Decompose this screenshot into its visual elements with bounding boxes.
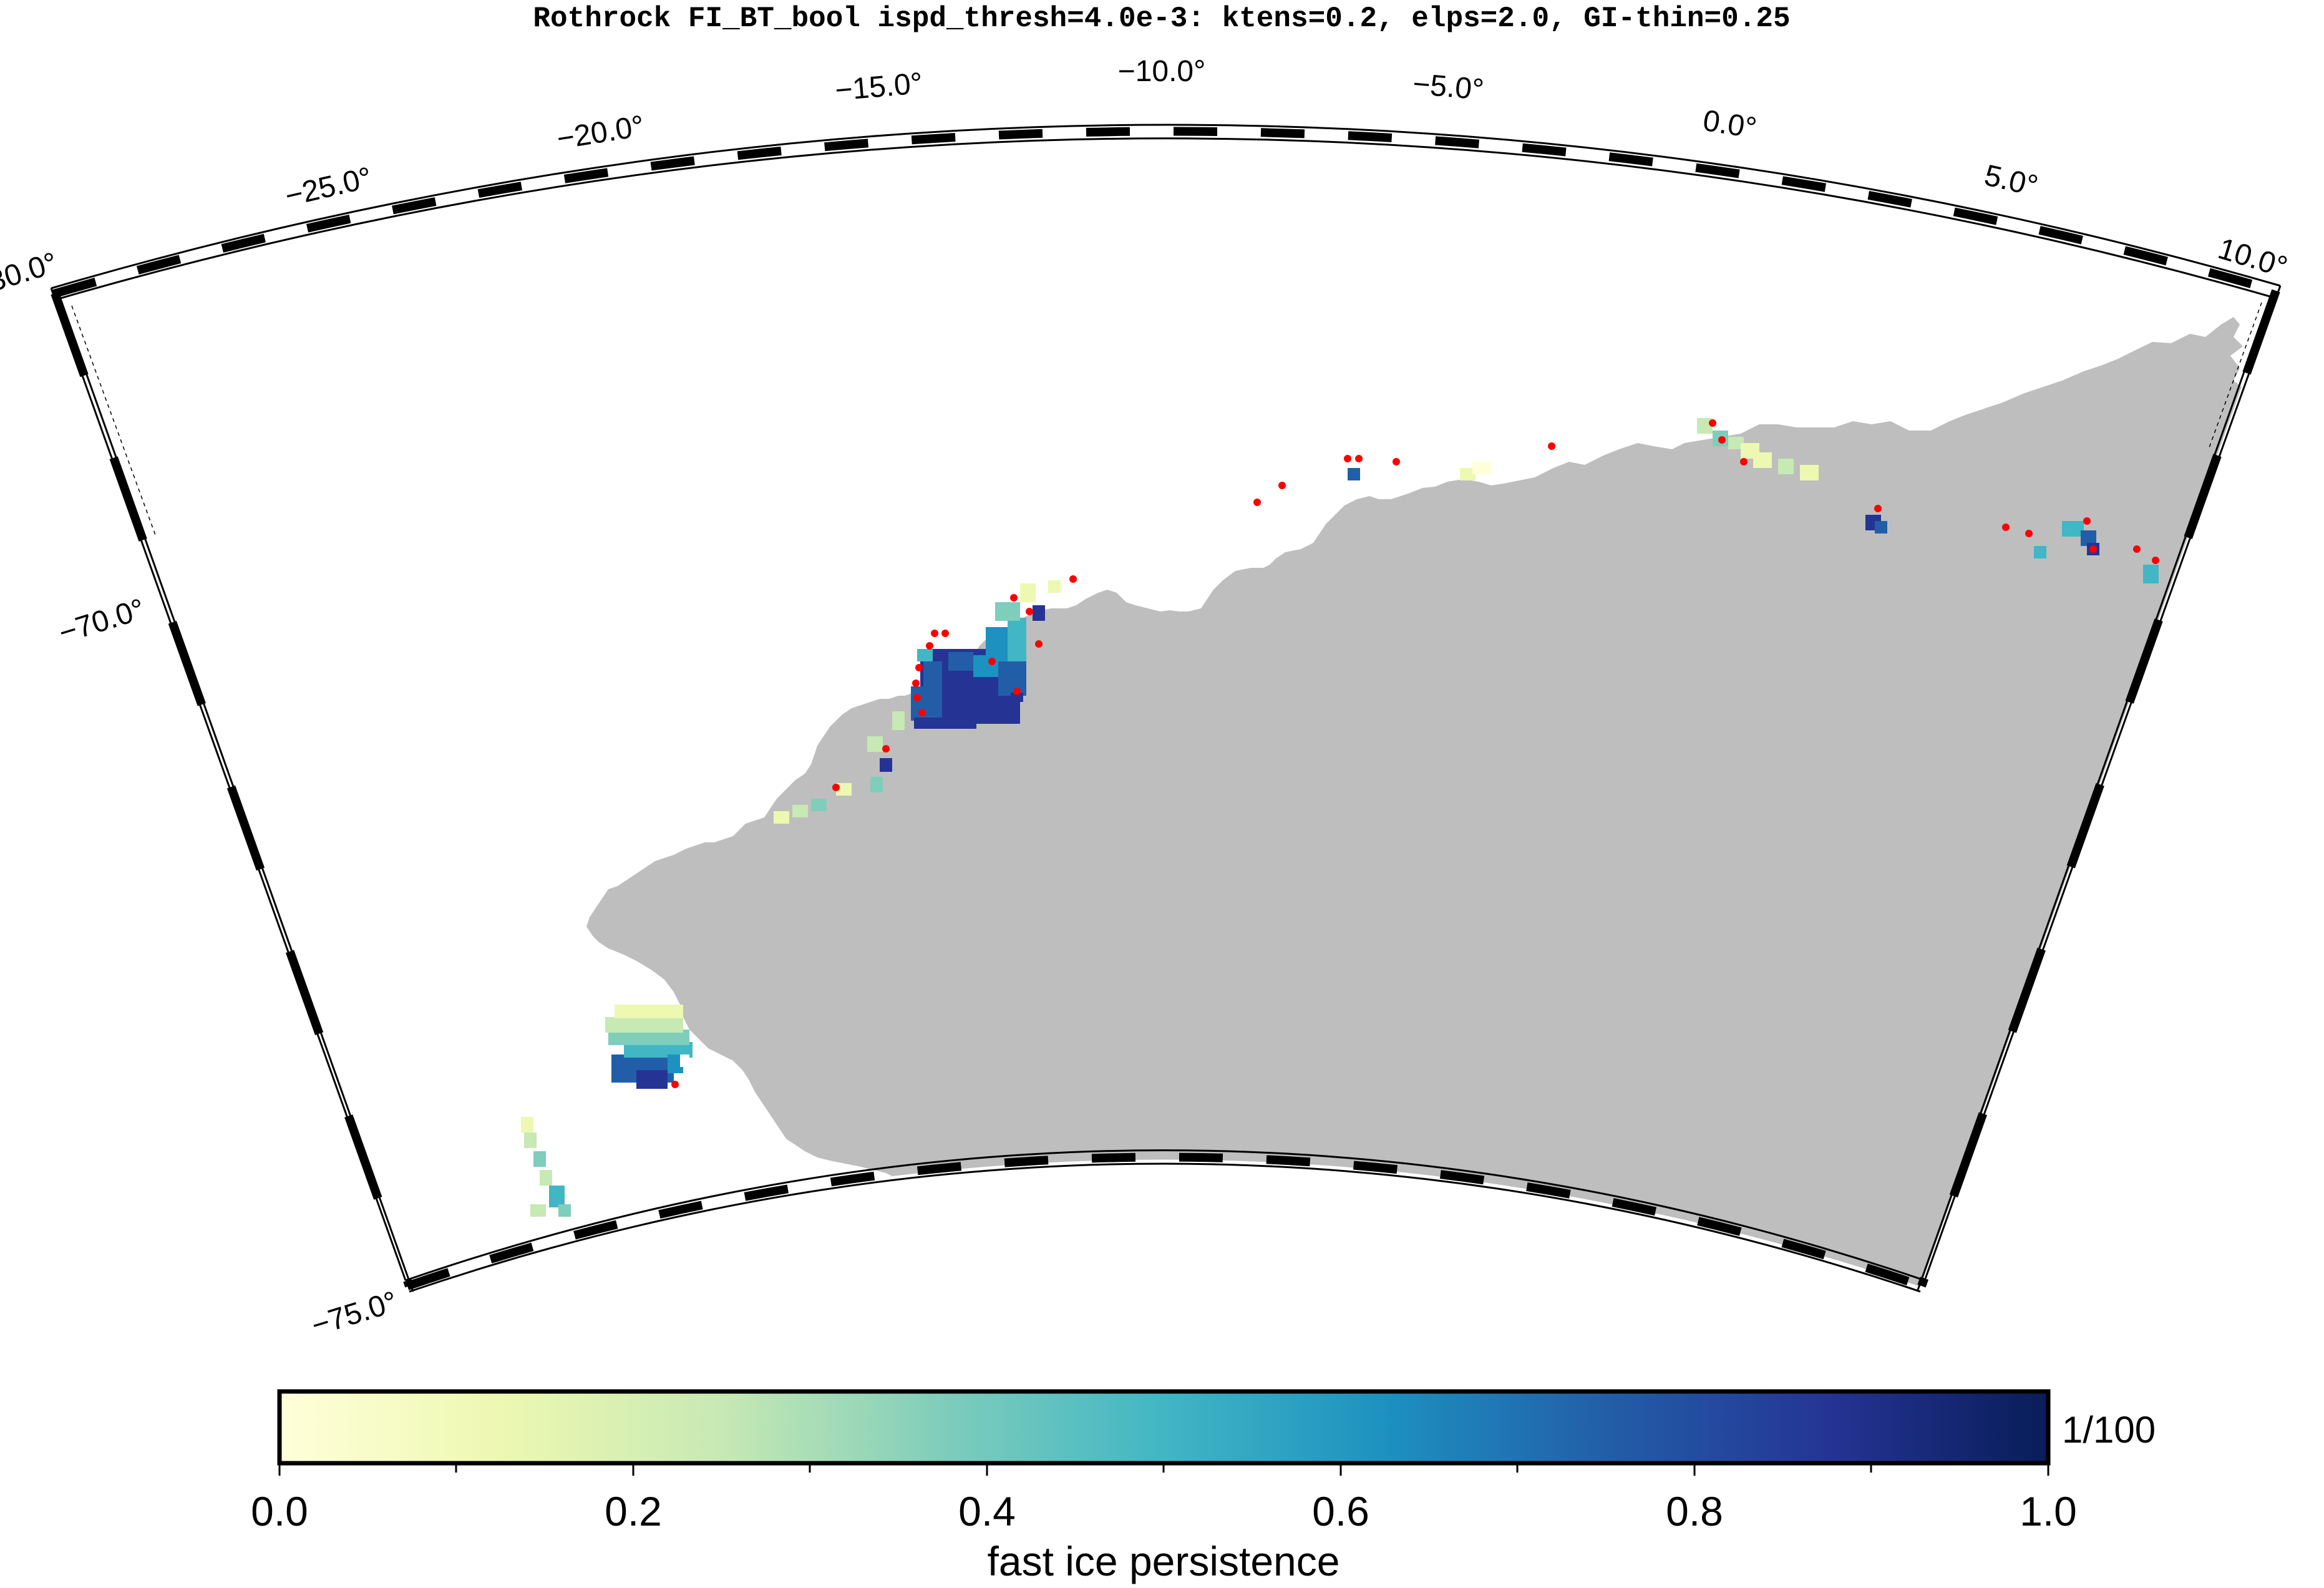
map-title: Rothrock FI_BT_bool ispd_thresh=4.0e-3: … bbox=[533, 2, 1790, 35]
colorbar-label: fast ice persistence bbox=[988, 1538, 1340, 1584]
lon-label-m25: −25.0° bbox=[282, 161, 375, 213]
lon-label-m15: −15.0° bbox=[834, 67, 924, 107]
colorbar-tick-5: 1.0 bbox=[2020, 1488, 2077, 1534]
colorbar-gradient bbox=[277, 1389, 2051, 1466]
fast-ice-cells bbox=[521, 418, 2159, 1217]
lon-label-5: 5.0° bbox=[1981, 158, 2041, 203]
lon-label-m5: −5.0° bbox=[1411, 67, 1485, 107]
colorbar-ticks bbox=[278, 1463, 2049, 1476]
colorbar: 0.0 0.2 0.4 0.6 0.8 1.0 1/100 fast ice p… bbox=[251, 1389, 2156, 1584]
colorbar-tick-4: 0.8 bbox=[1666, 1488, 1723, 1534]
lon-label-m10: −10.0° bbox=[1118, 55, 1206, 88]
iceberg-markers bbox=[671, 419, 2159, 1088]
map-frame bbox=[50, 124, 2282, 1293]
colorbar-tick-3: 0.6 bbox=[1312, 1488, 1369, 1534]
lat-label-m75: −75.0° bbox=[308, 1285, 401, 1343]
lon-label-0: 0.0° bbox=[1701, 104, 1759, 145]
colorbar-unit: 1/100 bbox=[2062, 1409, 2156, 1451]
colorbar-tick-1: 0.2 bbox=[605, 1488, 662, 1534]
colorbar-tick-2: 0.4 bbox=[958, 1488, 1016, 1534]
colorbar-tick-0: 0.0 bbox=[251, 1488, 308, 1534]
lat-label-m70: −70.0° bbox=[55, 593, 148, 650]
lon-label-m20: −20.0° bbox=[555, 110, 646, 156]
